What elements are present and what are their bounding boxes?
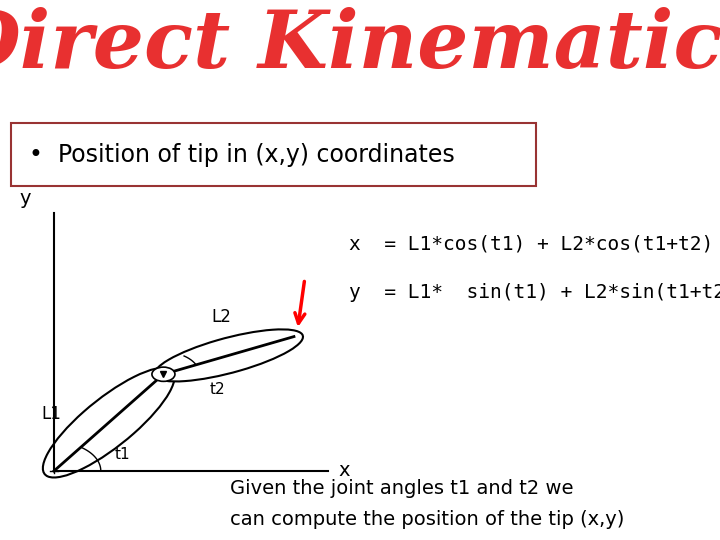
Text: t2: t2: [210, 382, 225, 397]
Text: L2: L2: [212, 308, 231, 327]
Text: •  Position of tip in (x,y) coordinates: • Position of tip in (x,y) coordinates: [29, 143, 454, 167]
Text: y  = L1*  sin(t1) + L2*sin(t1+t2): y = L1* sin(t1) + L2*sin(t1+t2): [349, 284, 720, 302]
Text: Direct Kinematics: Direct Kinematics: [0, 6, 720, 84]
Ellipse shape: [43, 368, 174, 477]
Ellipse shape: [154, 329, 303, 381]
Circle shape: [152, 367, 175, 381]
FancyBboxPatch shape: [11, 124, 536, 186]
Text: L1: L1: [41, 404, 61, 423]
Text: x  = L1*cos(t1) + L2*cos(t1+t2): x = L1*cos(t1) + L2*cos(t1+t2): [349, 234, 714, 253]
Text: x: x: [338, 462, 350, 481]
Text: y: y: [19, 189, 31, 208]
Text: Given the joint angles t1 and t2 we: Given the joint angles t1 and t2 we: [230, 480, 574, 498]
Text: t1: t1: [114, 447, 130, 462]
Text: can compute the position of the tip (x,y): can compute the position of the tip (x,y…: [230, 510, 625, 529]
